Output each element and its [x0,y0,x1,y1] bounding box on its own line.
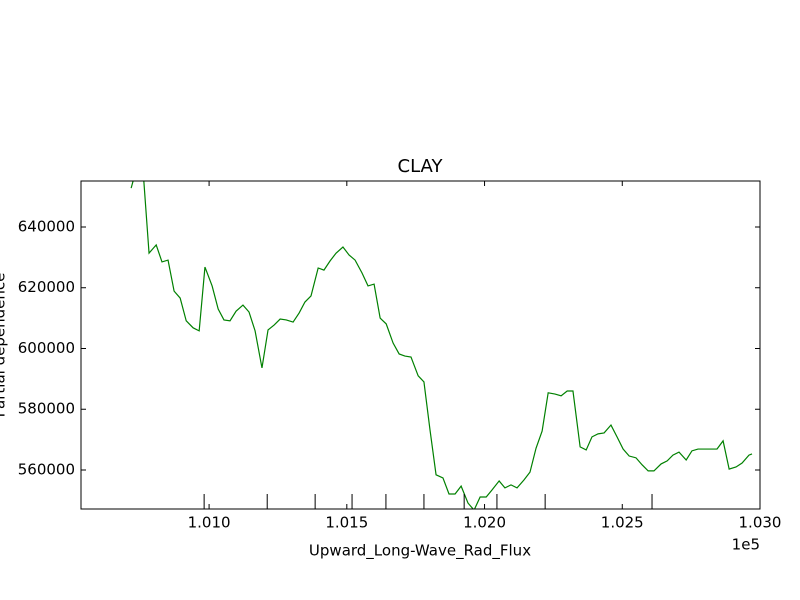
y-tick-label: 560000 [18,460,75,478]
x-tick-label: 1.015 [325,514,368,532]
y-tick-label: 640000 [18,217,75,235]
x-offset-label: 1e5 [732,536,760,554]
x-axis-label: Upward_Long-Wave_Rad_Flux [309,542,531,561]
axes-frame [80,180,761,510]
y-tick-label: 620000 [18,278,75,296]
x-tick-label: 1.010 [188,514,231,532]
y-tick-label: 580000 [18,400,75,418]
plot-area [130,181,753,509]
y-axis-label: Partial dependence [0,273,9,418]
x-tick-label: 1.025 [601,514,644,532]
chart-title: CLAY [398,156,444,177]
x-tick-label: 1.030 [739,514,782,532]
x-tick-label: 1.020 [463,514,506,532]
data-line [130,181,753,509]
y-tick-label: 600000 [18,339,75,357]
